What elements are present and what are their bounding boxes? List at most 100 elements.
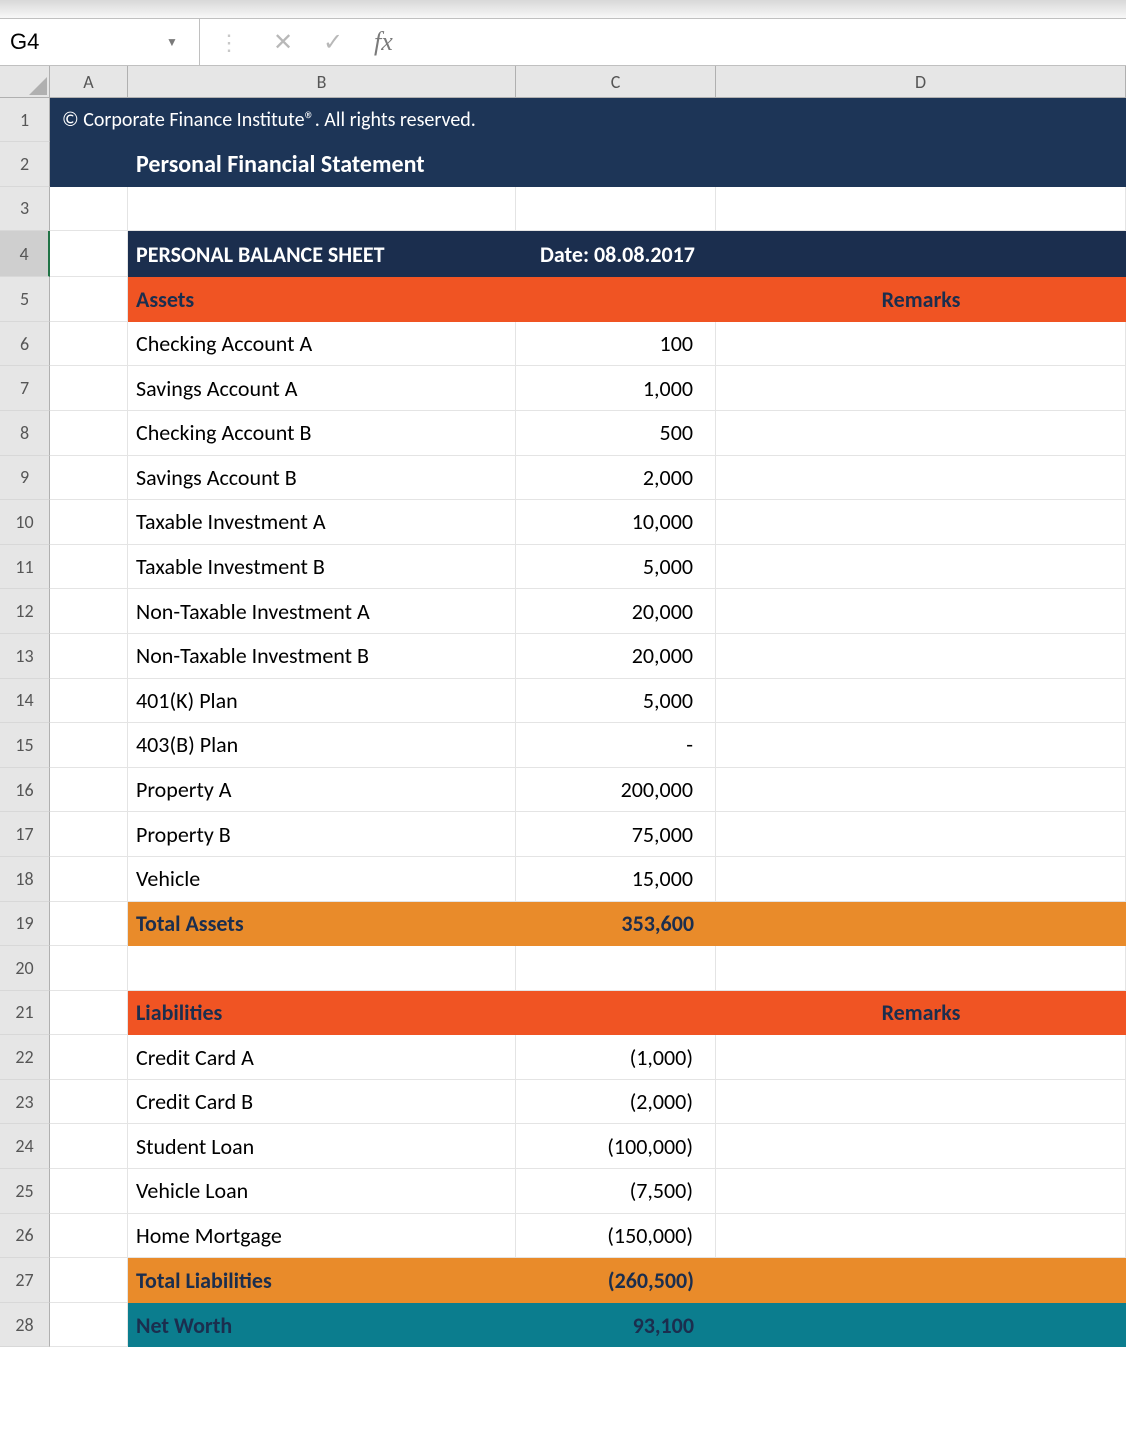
cell-19-D[interactable] (716, 902, 1126, 947)
cell-11-D[interactable] (716, 545, 1126, 590)
liability-value[interactable]: (7,500) (516, 1169, 716, 1214)
cell-18-D[interactable] (716, 857, 1126, 902)
asset-label[interactable]: 403(B) Plan (128, 723, 516, 768)
cell-4-D[interactable] (716, 231, 1126, 277)
assets-remarks-header[interactable]: Remarks (716, 277, 1126, 322)
row-header-11[interactable]: 11 (0, 545, 50, 590)
row-header-14[interactable]: 14 (0, 679, 50, 724)
row-header-27[interactable]: 27 (0, 1258, 50, 1303)
cell-2-A[interactable] (50, 142, 128, 187)
asset-value[interactable]: 20,000 (516, 634, 716, 679)
cell-reference-input[interactable] (0, 29, 160, 55)
total-liabilities-label[interactable]: Total Liabilities (128, 1258, 516, 1303)
cell-14-A[interactable] (50, 679, 128, 724)
cell-2-D[interactable] (716, 142, 1126, 187)
balance-sheet-date[interactable]: Date: 08.08.2017 (516, 231, 716, 277)
row-header-19[interactable]: 19 (0, 902, 50, 947)
cell-6-D[interactable] (716, 322, 1126, 367)
cell-21-A[interactable] (50, 991, 128, 1036)
select-all-corner[interactable] (0, 66, 50, 98)
cell-27-D[interactable] (716, 1258, 1126, 1303)
row-header-16[interactable]: 16 (0, 768, 50, 813)
liabilities-header[interactable]: Liabilities (128, 991, 516, 1036)
liability-value[interactable]: (1,000) (516, 1035, 716, 1080)
cell-3-D[interactable] (716, 187, 1126, 232)
cell-12-D[interactable] (716, 589, 1126, 634)
row-header-22[interactable]: 22 (0, 1035, 50, 1080)
cell-3-B[interactable] (128, 187, 516, 232)
cell-8-A[interactable] (50, 411, 128, 456)
row-header-8[interactable]: 8 (0, 411, 50, 456)
cell-22-D[interactable] (716, 1035, 1126, 1080)
row-header-25[interactable]: 25 (0, 1169, 50, 1214)
asset-label[interactable]: 401(K) Plan (128, 679, 516, 724)
cell-26-A[interactable] (50, 1214, 128, 1259)
row-header-15[interactable]: 15 (0, 723, 50, 768)
cell-28-A[interactable] (50, 1303, 128, 1348)
row-header-26[interactable]: 26 (0, 1214, 50, 1259)
asset-label[interactable]: Non-Taxable Investment A (128, 589, 516, 634)
cell-28-D[interactable] (716, 1303, 1126, 1348)
col-header-B[interactable]: B (128, 66, 516, 98)
asset-value[interactable]: 1,000 (516, 366, 716, 411)
asset-value[interactable]: 2,000 (516, 456, 716, 501)
cell-24-D[interactable] (716, 1124, 1126, 1169)
cell-6-A[interactable] (50, 322, 128, 367)
cell-20-D[interactable] (716, 946, 1126, 991)
asset-value[interactable]: 500 (516, 411, 716, 456)
cell-15-D[interactable] (716, 723, 1126, 768)
cell-1-C[interactable] (516, 98, 716, 142)
asset-value[interactable]: 5,000 (516, 545, 716, 590)
fx-icon[interactable]: fx (358, 27, 409, 57)
cell-14-D[interactable] (716, 679, 1126, 724)
row-header-21[interactable]: 21 (0, 991, 50, 1036)
cell-1-D[interactable] (716, 98, 1126, 142)
row-header-12[interactable]: 12 (0, 589, 50, 634)
cell-18-A[interactable] (50, 857, 128, 902)
cell-3-C[interactable] (516, 187, 716, 232)
cell-22-A[interactable] (50, 1035, 128, 1080)
total-assets-value[interactable]: 353,600 (516, 902, 716, 947)
cell-23-A[interactable] (50, 1080, 128, 1125)
cell-10-D[interactable] (716, 500, 1126, 545)
cell-13-A[interactable] (50, 634, 128, 679)
cell-15-A[interactable] (50, 723, 128, 768)
asset-label[interactable]: Non-Taxable Investment B (128, 634, 516, 679)
asset-value[interactable]: 75,000 (516, 812, 716, 857)
cell-7-D[interactable] (716, 366, 1126, 411)
page-title[interactable]: Personal Financial Statement (128, 142, 516, 187)
formula-input[interactable] (409, 19, 1126, 65)
row-header-6[interactable]: 6 (0, 322, 50, 367)
asset-value[interactable]: 20,000 (516, 589, 716, 634)
total-liabilities-value[interactable]: (260,500) (516, 1258, 716, 1303)
copyright-text[interactable]: © Corporate Finance Institute®. All righ… (50, 98, 516, 142)
cell-12-A[interactable] (50, 589, 128, 634)
asset-label[interactable]: Checking Account B (128, 411, 516, 456)
col-header-C[interactable]: C (516, 66, 716, 98)
cell-7-A[interactable] (50, 366, 128, 411)
col-header-A[interactable]: A (50, 66, 128, 98)
row-header-3[interactable]: 3 (0, 187, 50, 232)
asset-value[interactable]: 200,000 (516, 768, 716, 813)
row-header-9[interactable]: 9 (0, 456, 50, 501)
liability-label[interactable]: Vehicle Loan (128, 1169, 516, 1214)
asset-label[interactable]: Savings Account A (128, 366, 516, 411)
cell-17-D[interactable] (716, 812, 1126, 857)
row-header-28[interactable]: 28 (0, 1303, 50, 1348)
cell-4-A[interactable] (50, 231, 128, 277)
asset-label[interactable]: Property B (128, 812, 516, 857)
row-header-5[interactable]: 5 (0, 277, 50, 322)
liability-label[interactable]: Student Loan (128, 1124, 516, 1169)
liability-label[interactable]: Home Mortgage (128, 1214, 516, 1259)
cell-20-B[interactable] (128, 946, 516, 991)
cell-13-D[interactable] (716, 634, 1126, 679)
name-box[interactable]: ▼ (0, 19, 200, 65)
cell-25-D[interactable] (716, 1169, 1126, 1214)
row-header-13[interactable]: 13 (0, 634, 50, 679)
row-header-17[interactable]: 17 (0, 812, 50, 857)
balance-sheet-header[interactable]: PERSONAL BALANCE SHEET (128, 231, 516, 277)
cell-16-D[interactable] (716, 768, 1126, 813)
row-header-24[interactable]: 24 (0, 1124, 50, 1169)
liability-value[interactable]: (100,000) (516, 1124, 716, 1169)
cell-9-D[interactable] (716, 456, 1126, 501)
